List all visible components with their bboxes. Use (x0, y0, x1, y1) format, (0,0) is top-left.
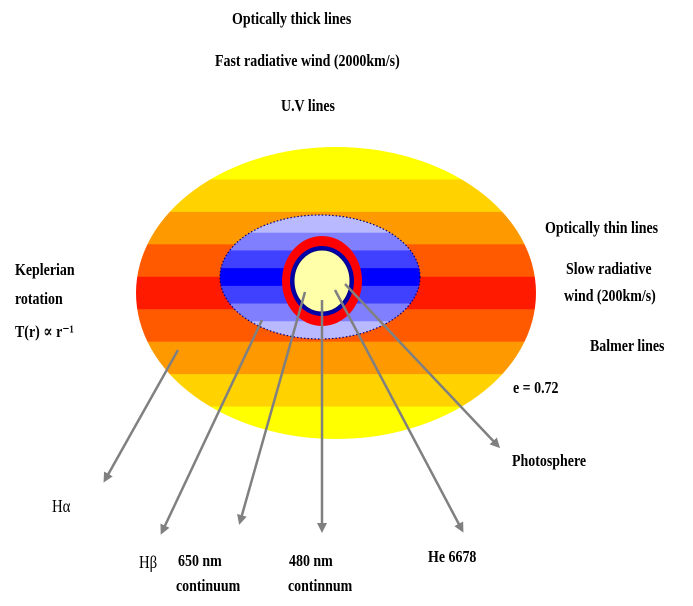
outer-disk-band (136, 341, 536, 375)
arrow-photosphere (344, 283, 501, 449)
h-alpha-label: Hα (52, 496, 71, 516)
h-beta-label: Hβ (139, 552, 158, 572)
temperature-law-label: T(r) ∝ r⁻¹ (15, 322, 74, 341)
outer-disk-band (136, 147, 536, 181)
photosphere-label: Photosphere (512, 451, 587, 470)
slow-wind-label-1: Slow radiative (566, 259, 652, 278)
rotation-label: rotation (15, 289, 63, 308)
continuum-480-label-2: continnum (288, 576, 353, 595)
continuum-480-label-1: 480 nm (289, 551, 333, 570)
pointer-arrows (103, 283, 501, 535)
continuum-650-label-2: continuum (176, 576, 241, 595)
he-6678-label: He 6678 (428, 547, 477, 566)
outer-disk-band (136, 374, 536, 408)
fast-wind-label: Fast radiative wind (2000km/s) (215, 51, 400, 70)
optically-thin-label: Optically thin lines (545, 218, 659, 237)
balmer-lines-label: Balmer lines (590, 336, 665, 355)
slow-wind-label-2: wind (200km/s) (564, 286, 656, 305)
arrow-h-beta (160, 319, 264, 535)
keplerian-label: Keplerian (15, 260, 75, 279)
inner-disk-outline (219, 214, 421, 340)
arrow-he6678 (333, 289, 464, 533)
eccentricity-label: e = 0.72 (513, 378, 559, 397)
continuum-650-label-1: 650 nm (178, 551, 222, 570)
arrow-h-alpha (103, 349, 180, 483)
optically-thick-label: Optically thick lines (232, 9, 352, 28)
uv-lines-label: U.V lines (281, 96, 335, 115)
arrow-650nm (237, 291, 307, 525)
outer-disk-band (136, 179, 536, 213)
